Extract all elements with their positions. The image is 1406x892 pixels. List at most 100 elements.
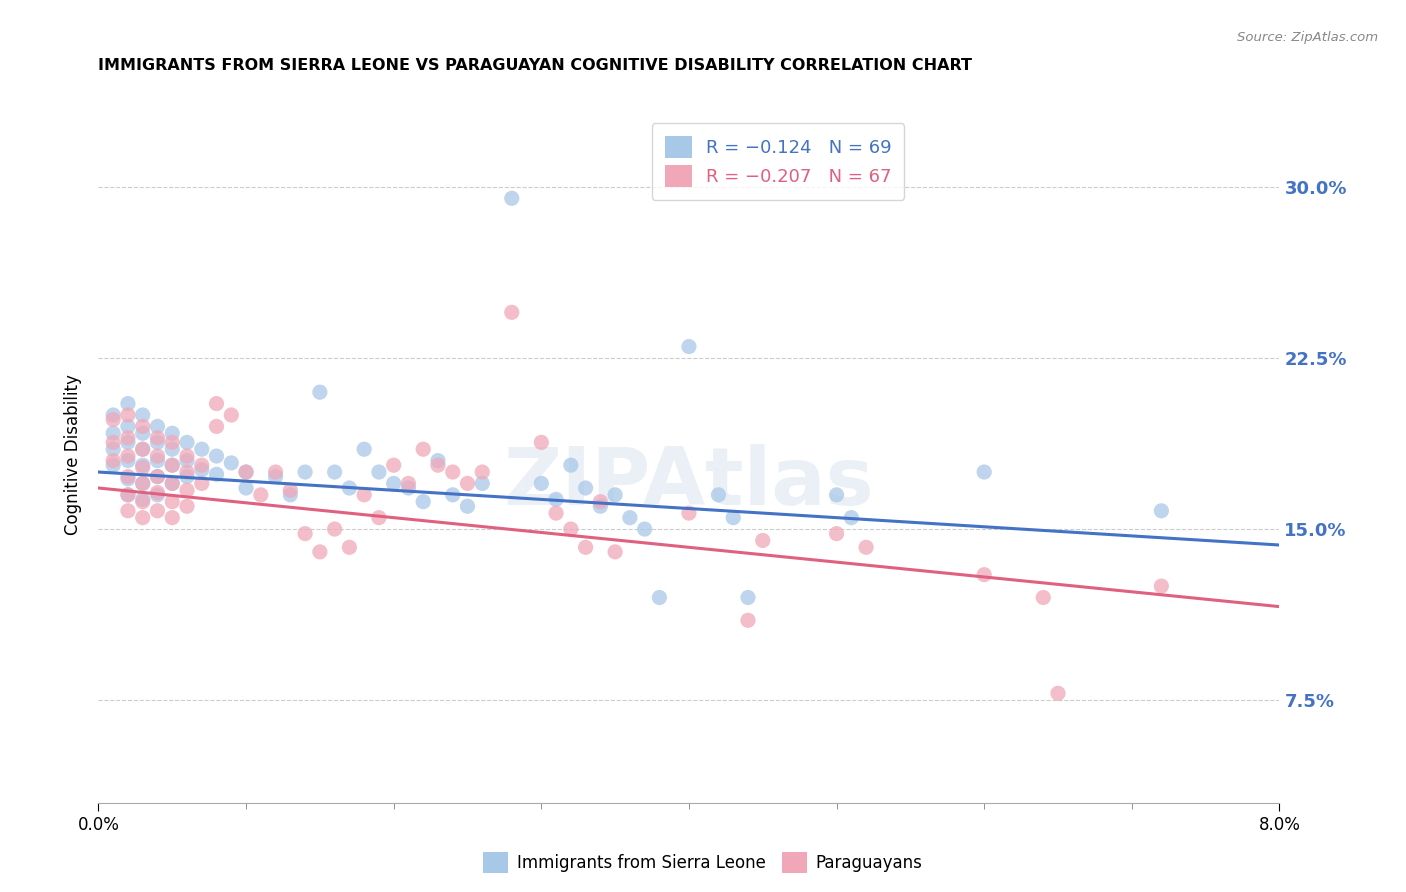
Point <box>176 469 198 483</box>
Point <box>103 458 125 473</box>
Point <box>721 510 744 524</box>
Point <box>191 458 214 473</box>
Point <box>162 426 183 441</box>
Legend: R = −0.124   N = 69, R = −0.207   N = 67: R = −0.124 N = 69, R = −0.207 N = 67 <box>652 123 904 200</box>
Point <box>146 469 169 483</box>
Point <box>737 591 759 605</box>
Point <box>132 510 155 524</box>
Point <box>441 465 464 479</box>
Point <box>132 426 155 441</box>
Point <box>219 456 242 470</box>
Point <box>146 449 169 463</box>
Point <box>117 435 139 450</box>
Point <box>162 476 183 491</box>
Y-axis label: Cognitive Disability: Cognitive Disability <box>65 375 83 535</box>
Point <box>132 442 155 457</box>
Point <box>132 419 155 434</box>
Point <box>456 500 478 514</box>
Legend: Immigrants from Sierra Leone, Paraguayans: Immigrants from Sierra Leone, Paraguayan… <box>477 846 929 880</box>
Point <box>235 465 257 479</box>
Point <box>191 442 214 457</box>
Point <box>176 435 198 450</box>
Point <box>574 541 596 555</box>
Point <box>132 442 155 457</box>
Point <box>132 408 155 422</box>
Point <box>308 385 332 400</box>
Point <box>737 613 759 627</box>
Point <box>132 460 155 475</box>
Point <box>162 442 183 457</box>
Point <box>176 500 198 514</box>
Point <box>103 426 125 441</box>
Point <box>103 408 125 422</box>
Point <box>441 488 464 502</box>
Point <box>973 465 995 479</box>
Point <box>264 465 287 479</box>
Point <box>132 458 155 473</box>
Point <box>103 453 125 467</box>
Point <box>176 453 198 467</box>
Point <box>337 541 360 555</box>
Point <box>205 449 228 463</box>
Point <box>294 465 316 479</box>
Point <box>337 481 360 495</box>
Point <box>103 442 125 457</box>
Point <box>530 476 553 491</box>
Point <box>117 449 139 463</box>
Point <box>146 435 169 450</box>
Point <box>205 467 228 482</box>
Text: ZIPAtlas: ZIPAtlas <box>503 443 875 522</box>
Point <box>605 545 627 559</box>
Point <box>219 408 242 422</box>
Point <box>146 485 169 500</box>
Point <box>117 453 139 467</box>
Point <box>530 435 553 450</box>
Point <box>278 483 302 498</box>
Point <box>205 419 228 434</box>
Point <box>367 510 389 524</box>
Point <box>132 476 155 491</box>
Point <box>176 483 198 498</box>
Point <box>678 340 700 354</box>
Point <box>308 545 332 559</box>
Point <box>707 488 730 502</box>
Point <box>471 476 494 491</box>
Point <box>456 476 478 491</box>
Point <box>382 458 405 473</box>
Point <box>103 435 125 450</box>
Point <box>103 412 125 426</box>
Point <box>560 458 582 473</box>
Point <box>323 465 346 479</box>
Point <box>294 526 316 541</box>
Point <box>162 510 183 524</box>
Point <box>678 506 700 520</box>
Point <box>412 442 434 457</box>
Point <box>546 492 568 507</box>
Point <box>501 191 523 205</box>
Point <box>367 465 389 479</box>
Text: Source: ZipAtlas.com: Source: ZipAtlas.com <box>1237 31 1378 45</box>
Point <box>250 488 273 502</box>
Point <box>471 465 494 479</box>
Point <box>589 494 612 508</box>
Point <box>973 567 995 582</box>
Point <box>162 435 183 450</box>
Point <box>1032 591 1054 605</box>
Point <box>191 463 214 477</box>
Point <box>278 488 302 502</box>
Point <box>235 481 257 495</box>
Point <box>117 472 139 486</box>
Point <box>1150 579 1173 593</box>
Point <box>1046 686 1069 700</box>
Point <box>117 408 139 422</box>
Point <box>162 458 183 473</box>
Point <box>546 506 568 520</box>
Point <box>132 492 155 507</box>
Text: IMMIGRANTS FROM SIERRA LEONE VS PARAGUAYAN COGNITIVE DISABILITY CORRELATION CHAR: IMMIGRANTS FROM SIERRA LEONE VS PARAGUAY… <box>98 58 973 73</box>
Point <box>117 469 139 483</box>
Point <box>146 419 169 434</box>
Point <box>839 510 862 524</box>
Point <box>648 591 671 605</box>
Point <box>855 541 877 555</box>
Point <box>825 488 848 502</box>
